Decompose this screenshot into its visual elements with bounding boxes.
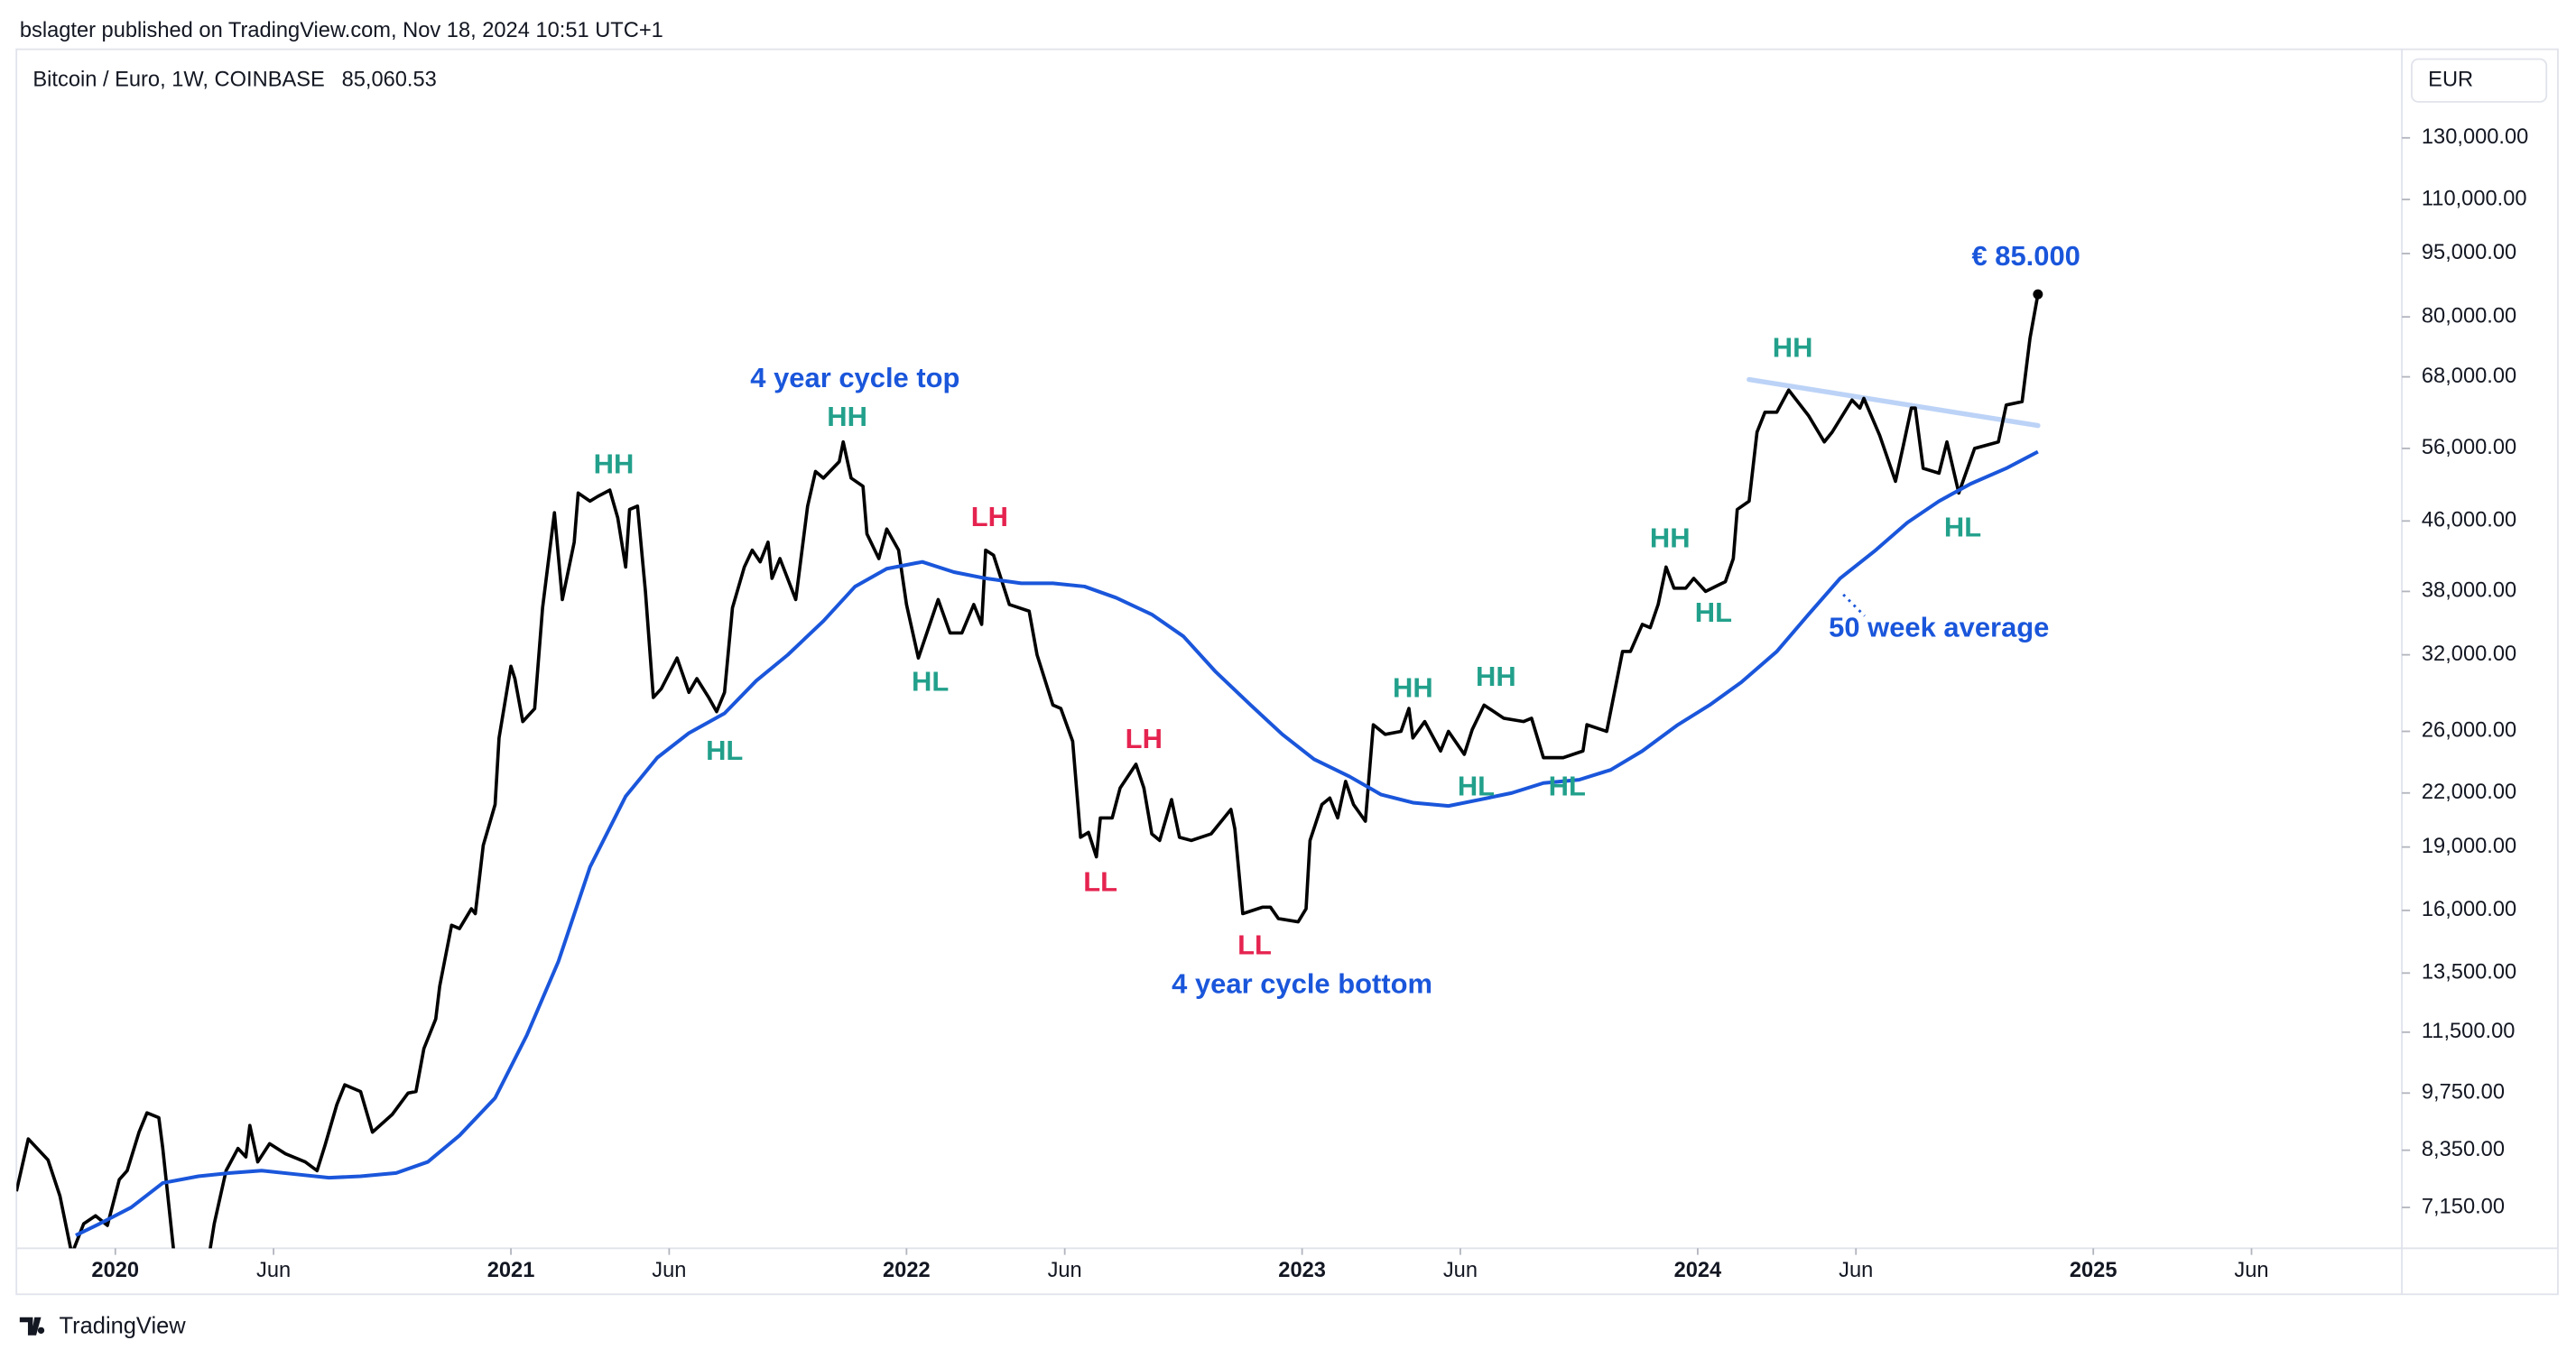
y-tick-label: 80,000.00 — [2422, 304, 2516, 328]
x-tick-label: 2023 — [1278, 1259, 1326, 1282]
x-tick-label: Jun — [652, 1259, 686, 1282]
y-tick-label: 11,500.00 — [2422, 1020, 2515, 1043]
logo-mark — [19, 1317, 45, 1336]
x-tick-label: 2021 — [487, 1259, 535, 1282]
x-tick-label: 2024 — [1674, 1259, 1722, 1282]
y-tick-label: 9,750.00 — [2422, 1081, 2505, 1105]
annotation: LH — [1126, 723, 1163, 754]
x-tick-label: Jun — [1048, 1259, 1082, 1282]
annotation: HH — [1773, 332, 1813, 364]
annotation: HH — [1476, 661, 1516, 692]
y-tick-label: 38,000.00 — [2422, 579, 2516, 603]
y-tick-label: 46,000.00 — [2422, 509, 2516, 532]
annotation: HL — [912, 666, 949, 698]
x-tick-label: 2022 — [883, 1259, 931, 1282]
y-tick-label: 13,500.00 — [2422, 961, 2516, 985]
annotation: HL — [706, 735, 743, 766]
annotation-pointer — [1842, 593, 1866, 617]
price-line — [16, 293, 2040, 1249]
y-tick-label: 32,000.00 — [2422, 643, 2516, 666]
chart-frame — [15, 48, 2559, 1296]
annotation: HH — [594, 448, 635, 480]
annotation: LL — [1083, 865, 1117, 897]
plot-area — [16, 289, 2043, 1249]
y-tick-label: 95,000.00 — [2422, 241, 2516, 264]
y-tick-label: 7,150.00 — [2422, 1195, 2505, 1218]
annotation: 4 year cycle bottom — [1172, 967, 1432, 999]
y-tick-label: 130,000.00 — [2422, 125, 2528, 149]
annotation: HH — [1650, 522, 1691, 553]
y-tick-label: 8,350.00 — [2422, 1138, 2505, 1161]
moving-average-line — [75, 449, 2039, 1237]
currency-box[interactable] — [2411, 58, 2548, 103]
y-tick-label: 16,000.00 — [2422, 898, 2516, 921]
annotation: LL — [1237, 929, 1272, 960]
last-price: 85,060.53 — [342, 68, 437, 91]
x-tick-label: Jun — [2234, 1259, 2268, 1282]
last-price-dot — [2033, 289, 2043, 300]
trendline — [1747, 376, 2041, 429]
y-tick-label: 26,000.00 — [2422, 719, 2516, 743]
y-tick-label: 22,000.00 — [2422, 781, 2516, 804]
currency[interactable]: EUR — [2428, 68, 2473, 91]
annotation: HL — [1549, 770, 1586, 801]
y-tick-label: 56,000.00 — [2422, 436, 2516, 459]
annotation: HL — [1944, 511, 1981, 542]
x-tick-label: 2020 — [91, 1259, 139, 1282]
x-tick-label: Jun — [1443, 1259, 1478, 1282]
annotation: € 85.000 — [1971, 240, 2080, 272]
tv-logo — [19, 1317, 45, 1336]
y-tick-label: 68,000.00 — [2422, 365, 2516, 388]
brand: TradingView — [60, 1313, 187, 1338]
x-tick-label: Jun — [1839, 1259, 1873, 1282]
y-tick-label: 110,000.00 — [2422, 187, 2527, 210]
annotation: 50 week average — [1829, 611, 2049, 643]
annotation: LH — [971, 501, 1008, 532]
attribution: bslagter published on TradingView.com, N… — [20, 19, 663, 42]
annotation: HH — [827, 401, 867, 432]
x-tick-label: 2025 — [2070, 1259, 2117, 1282]
symbol-title: Bitcoin / Euro, 1W, COINBASE — [32, 68, 324, 91]
annotation: HL — [1458, 770, 1495, 801]
y-tick-label: 19,000.00 — [2422, 835, 2516, 858]
annotation: 4 year cycle top — [750, 362, 959, 393]
annotation: HH — [1393, 672, 1433, 704]
annotation: HL — [1695, 596, 1732, 628]
x-tick-label: Jun — [256, 1259, 291, 1282]
